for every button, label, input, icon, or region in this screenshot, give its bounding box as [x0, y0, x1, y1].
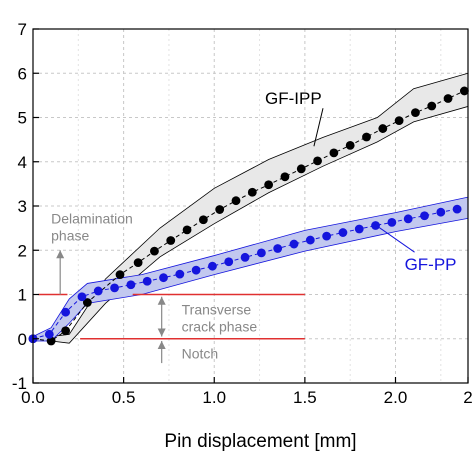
x-axis-ticks: 0.0 0.5 1.0 1.5 2.0 2: [21, 377, 473, 407]
data-point-gf-pp: [191, 265, 201, 275]
data-point-gf-pp: [240, 252, 250, 262]
data-point-gf-ipp: [378, 124, 388, 133]
data-point-gf-ipp: [362, 132, 371, 142]
data-point-gf-pp: [61, 307, 71, 317]
data-point-gf-pp: [403, 214, 413, 224]
data-point-gf-pp: [338, 228, 348, 237]
data-point-gf-pp: [387, 217, 397, 227]
x-tick-label: 2: [463, 388, 472, 407]
x-tick-label: 1.5: [293, 388, 317, 407]
data-point-gf-ipp: [115, 270, 125, 279]
data-point-gf-ipp: [427, 101, 437, 111]
data-point-gf-pp: [354, 224, 364, 234]
x-tick-label: 1.0: [202, 388, 226, 407]
data-point-gf-ipp: [82, 298, 92, 307]
leader-line: [313, 108, 324, 147]
data-point-gf-pp: [224, 257, 234, 267]
x-tick-label: 0.0: [21, 388, 45, 407]
data-point-gf-ipp: [443, 94, 453, 103]
data-point-gf-ipp: [459, 86, 469, 96]
data-point-gf-ipp: [394, 116, 404, 125]
data-point-gf-ipp: [61, 326, 71, 336]
y-tick-label: -1: [12, 374, 27, 393]
leader-line: [373, 223, 415, 253]
y-tick-label: 5: [18, 109, 27, 128]
phase-label: phase: [51, 228, 89, 244]
y-tick-label: 3: [18, 197, 27, 216]
data-point-gf-pp: [110, 283, 119, 293]
data-point-gf-pp: [208, 261, 217, 271]
arrow-head: [56, 250, 65, 259]
data-point-gf-ipp: [215, 205, 225, 214]
data-point-gf-ipp: [345, 140, 355, 150]
data-point-gf-pp: [175, 269, 185, 279]
data-point-gf-ipp: [247, 187, 257, 197]
y-tick-label: 2: [18, 241, 27, 260]
band-lower-gf-ipp: [32, 106, 469, 344]
series-label-gf-pp: GF-PP: [405, 255, 457, 274]
data-point-gf-pp: [44, 329, 54, 339]
phase-label: Notch: [182, 346, 219, 362]
data-point-gf-ipp: [264, 180, 274, 190]
y-tick-label: 7: [18, 20, 27, 39]
data-point-gf-ipp: [280, 172, 290, 182]
data-point-gf-ipp: [150, 246, 159, 256]
phase-label: Delamination: [51, 211, 133, 227]
data-point-gf-ipp: [296, 164, 306, 174]
data-point-gf-ipp: [46, 336, 56, 346]
data-point-gf-pp: [452, 204, 462, 214]
data-point-gf-ipp: [313, 156, 322, 166]
data-point-gf-pp: [289, 239, 299, 249]
y-tick-label: 1: [18, 286, 27, 305]
data-point-gf-pp: [322, 231, 332, 241]
phase-label: Transverse: [182, 301, 252, 317]
arrow-head: [157, 340, 166, 349]
data-point-gf-pp: [436, 207, 446, 217]
data-point-gf-pp: [159, 273, 168, 283]
data-point-gf-pp: [142, 276, 152, 286]
data-point-gf-ipp: [133, 258, 143, 268]
data-point-gf-ipp: [411, 108, 420, 118]
band-gf-ipp: [33, 73, 468, 344]
data-point-gf-pp: [273, 244, 283, 253]
data-point-gf-pp: [77, 292, 87, 302]
arrow-head: [157, 328, 166, 337]
data-point-gf-ipp: [166, 236, 176, 245]
data-point-gf-ipp: [182, 225, 192, 235]
reference-lines: [38, 293, 305, 340]
x-tick-label: 2.0: [384, 388, 408, 407]
y-tick-label: 4: [18, 153, 27, 172]
data-point-gf-ipp: [329, 148, 339, 158]
data-point-gf-pp: [93, 286, 103, 296]
data-point-gf-ipp: [231, 196, 241, 206]
x-axis-label: Pin displacement [mm]: [164, 431, 356, 452]
series-label-gf-ipp: GF-IPP: [265, 89, 322, 108]
y-tick-label: 0: [18, 330, 27, 349]
grid: [33, 29, 468, 383]
data-point-gf-pp: [420, 211, 429, 221]
data-point-gf-pp: [126, 280, 136, 290]
arrow-head: [157, 296, 166, 305]
band-upper-gf-pp: [32, 196, 469, 337]
y-tick-label: 6: [18, 64, 27, 83]
data-point-gf-pp: [256, 248, 266, 258]
x-tick-label: 0.5: [112, 388, 136, 407]
data-point-gf-pp: [305, 235, 315, 245]
y-axis-ticks: -1 0 1 2 3 4 5 6 7: [12, 20, 39, 393]
data-point-gf-ipp: [198, 215, 208, 225]
phase-label: crack phase: [182, 318, 258, 334]
